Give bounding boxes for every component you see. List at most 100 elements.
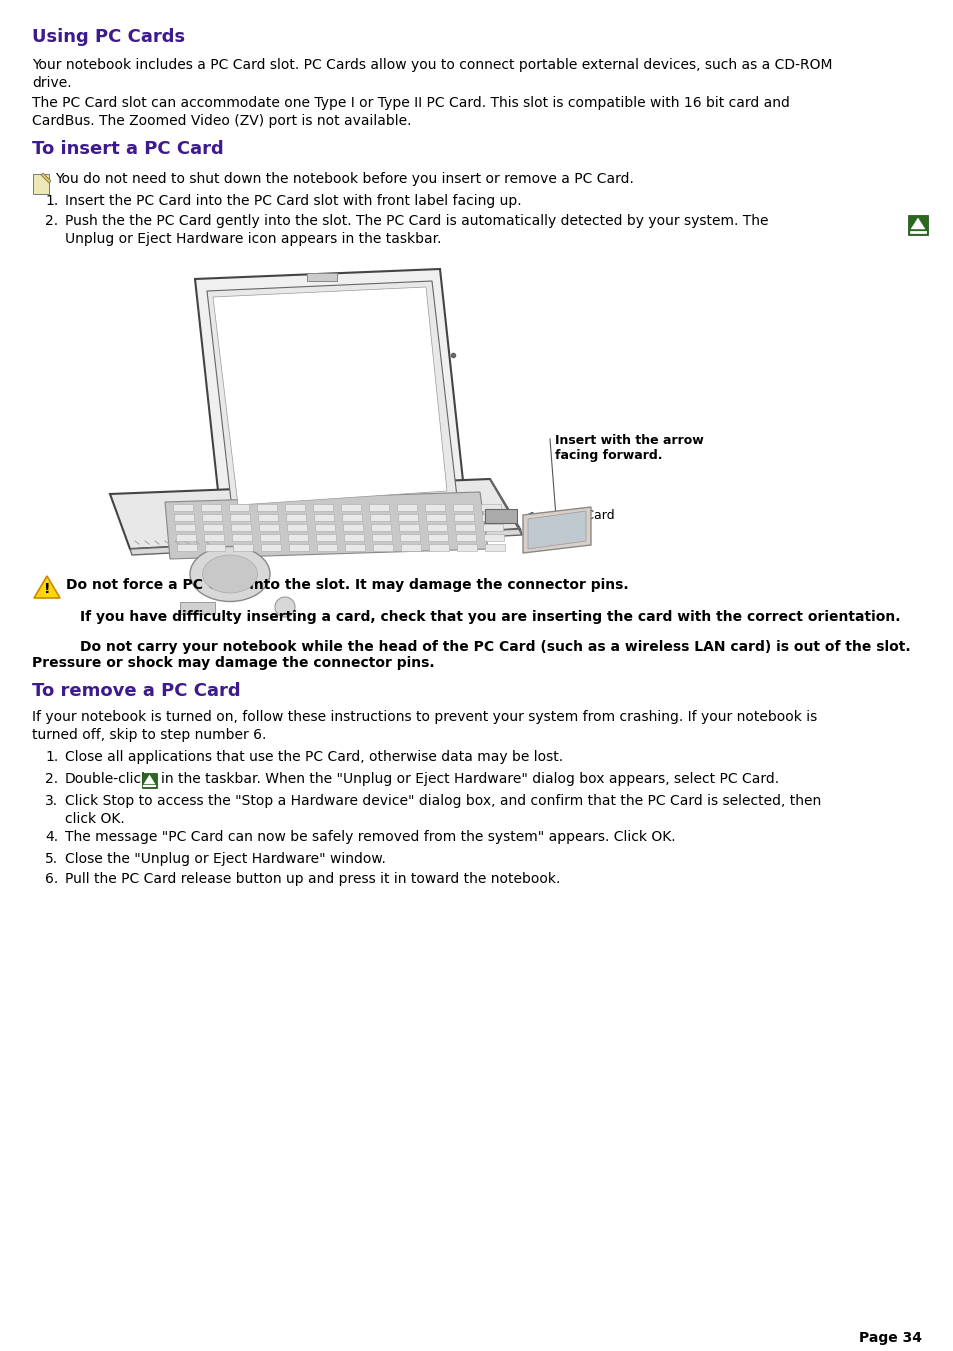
Text: Close the "Unplug or Eject Hardware" window.: Close the "Unplug or Eject Hardware" win… [65,852,385,866]
Text: 4.: 4. [45,830,58,844]
Text: Click Stop to access the "Stop a Hardware device" dialog box, and confirm that t: Click Stop to access the "Stop a Hardwar… [65,794,821,827]
Circle shape [274,597,294,617]
Bar [33,174,49,195]
Bar [233,544,253,551]
Polygon shape [41,173,51,182]
Text: You do not need to shut down the notebook before you insert or remove a PC Card.: You do not need to shut down the noteboo… [55,172,633,186]
Bar [172,504,193,511]
Bar [201,504,221,511]
Bar [482,524,502,531]
Text: Your notebook includes a PC Card slot. PC Cards allow you to connect portable ex: Your notebook includes a PC Card slot. P… [32,58,832,91]
Bar [428,534,448,540]
Bar [180,603,214,613]
Bar [231,524,251,531]
Bar [372,534,392,540]
Bar [258,524,278,531]
Text: 2.: 2. [45,771,58,786]
Polygon shape [144,775,154,784]
Text: 5.: 5. [45,852,58,866]
Bar [398,524,418,531]
Text: !: ! [44,582,51,596]
Text: Close all applications that use the PC Card, otherwise data may be lost.: Close all applications that use the PC C… [65,750,562,765]
Bar [257,513,277,521]
Bar [397,513,417,521]
Polygon shape [34,576,60,598]
Text: If you have difficulty inserting a card, check that you are inserting the card w: If you have difficulty inserting a card,… [80,611,900,624]
Text: Page 34: Page 34 [858,1331,921,1346]
Text: Do not carry your notebook while the head of the PC Card (such as a wireless LAN: Do not carry your notebook while the hea… [80,640,910,654]
Text: in the taskbar. When the "Unplug or Eject Hardware" dialog box appears, select P: in the taskbar. When the "Unplug or Ejec… [161,771,779,786]
Text: Double-click: Double-click [65,771,150,786]
Bar [261,544,281,551]
Text: Pressure or shock may damage the connector pins.: Pressure or shock may damage the connect… [32,657,435,670]
Bar [177,544,196,551]
Bar [232,534,252,540]
Bar [454,513,474,521]
Bar [455,524,475,531]
Text: If your notebook is turned on, follow these instructions to prevent your system : If your notebook is turned on, follow th… [32,711,817,743]
Polygon shape [527,511,585,549]
Bar [483,534,503,540]
Bar [315,534,335,540]
Text: facing forward.: facing forward. [555,449,661,462]
Bar [205,544,225,551]
Text: Using PC Cards: Using PC Cards [32,28,185,46]
Polygon shape [130,530,521,555]
Polygon shape [165,492,488,559]
Bar [480,504,500,511]
Bar [907,215,927,235]
Polygon shape [194,269,464,509]
Polygon shape [213,286,447,505]
Polygon shape [522,507,590,553]
Text: Insert the PC Card into the PC Card slot with front label facing up.: Insert the PC Card into the PC Card slot… [65,195,521,208]
Bar [285,504,305,511]
Text: 1.: 1. [45,195,58,208]
Bar [456,534,476,540]
Text: Push the the PC Card gently into the slot. The PC Card is automatically detected: Push the the PC Card gently into the slo… [65,213,768,246]
Bar [260,534,280,540]
Bar [203,524,223,531]
Bar [316,544,336,551]
Bar [287,524,307,531]
Text: 6.: 6. [45,871,58,886]
Bar [426,513,446,521]
Bar [173,513,193,521]
Bar [456,544,476,551]
Text: The PC Card slot can accommodate one Type I or Type II PC Card. This slot is com: The PC Card slot can accommodate one Typ… [32,96,789,128]
Ellipse shape [202,555,257,593]
Bar [286,513,306,521]
Bar [369,504,389,511]
Bar [429,544,449,551]
Text: 1.: 1. [45,750,58,765]
Text: 2.: 2. [45,213,58,228]
Text: Do not force a PC Card into the slot. It may damage the connector pins.: Do not force a PC Card into the slot. It… [66,578,628,592]
Polygon shape [110,480,519,549]
Bar [313,504,333,511]
Text: To remove a PC Card: To remove a PC Card [32,682,240,700]
Polygon shape [910,218,924,230]
Bar [396,504,416,511]
Bar [341,513,361,521]
Bar [314,524,335,531]
Bar [345,544,365,551]
Bar [289,544,309,551]
Bar [400,544,420,551]
Bar [424,504,444,511]
Bar [484,509,517,523]
Bar [230,513,250,521]
Bar [307,273,336,281]
Bar [340,504,360,511]
Bar [204,534,224,540]
Bar [343,524,363,531]
Text: The message "PC Card can now be safely removed from the system" appears. Click O: The message "PC Card can now be safely r… [65,830,675,844]
Bar [427,524,447,531]
Bar [453,504,473,511]
Polygon shape [207,281,456,509]
Bar [314,513,334,521]
Bar [256,504,276,511]
Ellipse shape [190,547,270,601]
Bar [229,504,249,511]
Bar [371,524,391,531]
Text: Pull the PC Card release button up and press it in toward the notebook.: Pull the PC Card release button up and p… [65,871,559,886]
Text: 3.: 3. [45,794,58,808]
